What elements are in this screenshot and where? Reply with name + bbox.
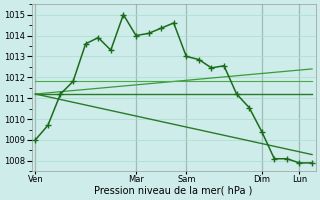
X-axis label: Pression niveau de la mer( hPa ): Pression niveau de la mer( hPa ): [94, 186, 253, 196]
